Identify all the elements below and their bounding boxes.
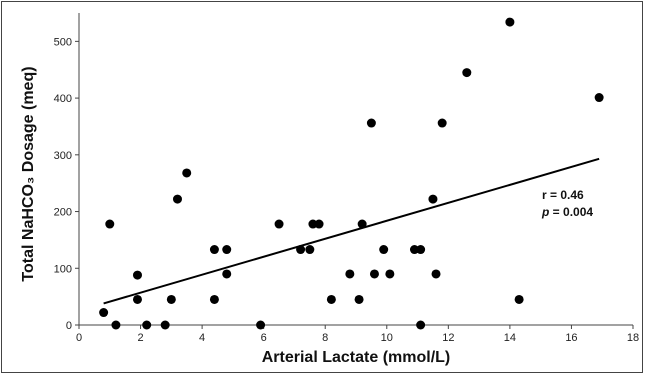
data-point xyxy=(345,269,355,279)
data-point xyxy=(105,219,115,229)
data-point xyxy=(99,308,109,318)
data-point xyxy=(385,269,395,279)
data-point xyxy=(166,294,176,304)
x-tick-label: 0 xyxy=(76,332,82,344)
data-point xyxy=(305,245,315,255)
x-tick-label: 6 xyxy=(261,332,267,344)
data-point xyxy=(354,294,364,304)
data-point xyxy=(369,269,379,279)
p-label: p xyxy=(541,205,549,219)
p-value: = 0.004 xyxy=(549,205,593,219)
data-point xyxy=(172,194,182,204)
x-tick-label: 12 xyxy=(442,332,454,344)
data-points xyxy=(99,17,604,330)
y-tick-label: 400 xyxy=(54,93,72,105)
data-point xyxy=(256,320,266,330)
p-value-annotation: p = 0.004 xyxy=(541,205,593,219)
r-value-annotation: r = 0.46 xyxy=(542,188,584,202)
data-point xyxy=(142,320,152,330)
data-point xyxy=(274,219,284,229)
data-point xyxy=(111,320,121,330)
data-point xyxy=(379,245,389,255)
data-point xyxy=(209,245,219,255)
data-point xyxy=(416,245,426,255)
data-point xyxy=(296,245,306,255)
data-point xyxy=(222,245,232,255)
data-point xyxy=(222,269,232,279)
x-tick-label: 14 xyxy=(504,332,516,344)
trendline-group xyxy=(103,157,600,305)
x-tick-label: 8 xyxy=(322,332,328,344)
data-point xyxy=(431,269,441,279)
data-point xyxy=(308,219,318,229)
y-tick-label: 200 xyxy=(54,207,72,219)
axes xyxy=(75,13,634,329)
y-tick-label: 0 xyxy=(66,320,72,332)
x-tick-label: 10 xyxy=(381,332,393,344)
tick-labels: 0 2 4 6 8 10 12 14 16 18 0 100 200 300 400 500 xyxy=(54,36,639,344)
x-tick-label: 2 xyxy=(137,332,143,344)
data-point xyxy=(132,294,142,304)
data-point xyxy=(462,68,472,78)
x-tick-label: 4 xyxy=(199,332,205,344)
trendline xyxy=(103,157,600,305)
y-tick-label: 500 xyxy=(54,36,72,48)
data-point xyxy=(326,294,336,304)
data-point xyxy=(437,118,447,128)
data-point xyxy=(209,294,219,304)
y-axis-title: Total NaHCO₃ Dosage (meq) xyxy=(20,66,37,281)
data-point xyxy=(357,219,367,229)
x-tick-label: 16 xyxy=(565,332,577,344)
y-tick-label: 300 xyxy=(54,150,72,162)
y-tick-label: 100 xyxy=(54,263,72,275)
data-point xyxy=(505,17,515,27)
data-point xyxy=(416,320,426,330)
data-point xyxy=(409,245,419,255)
data-point xyxy=(314,219,324,229)
data-point xyxy=(594,93,604,103)
data-point xyxy=(366,118,376,128)
x-tick-label: 18 xyxy=(627,332,639,344)
x-axis-title: Arterial Lactate (mmol/L) xyxy=(262,349,450,366)
data-point xyxy=(160,320,170,330)
data-point xyxy=(514,294,524,304)
data-point xyxy=(182,168,192,178)
data-point xyxy=(132,270,142,280)
data-point xyxy=(428,194,438,204)
